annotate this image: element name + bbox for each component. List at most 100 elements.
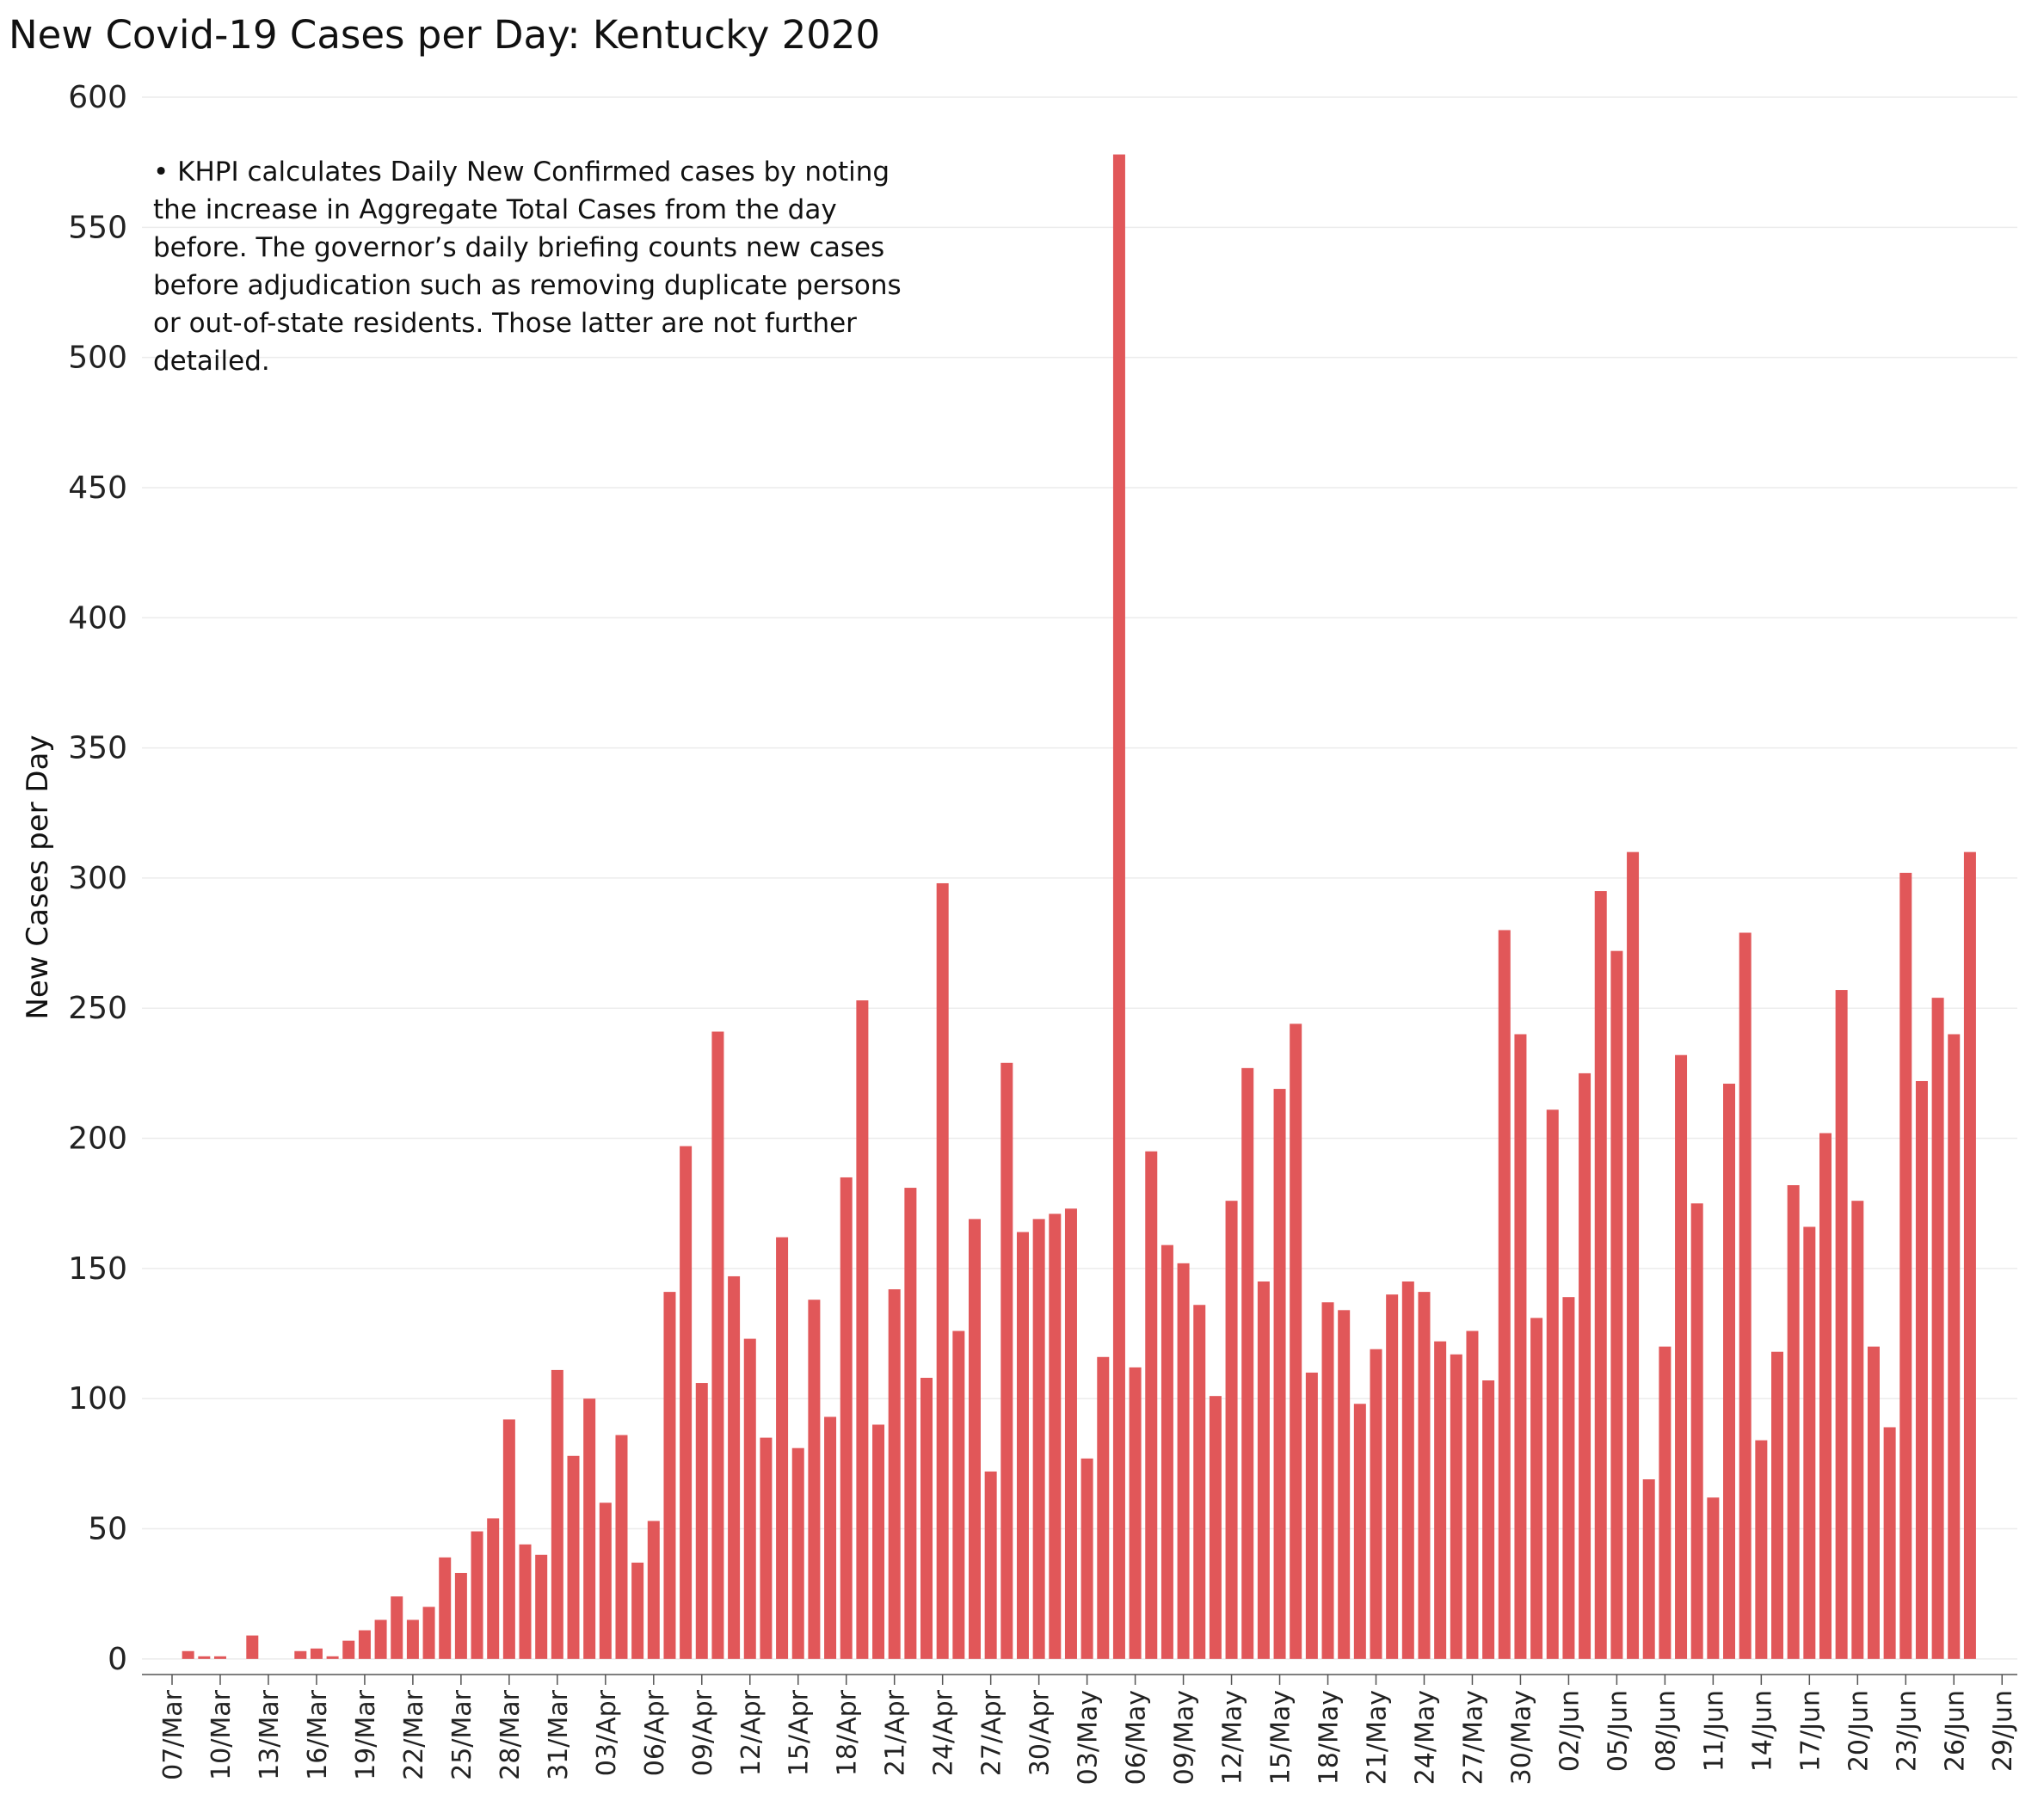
annotation-line: or out-of-state residents. Those latter … (153, 308, 857, 339)
bar (1370, 1349, 1382, 1659)
bar (808, 1300, 821, 1659)
bar (776, 1237, 789, 1659)
x-tick-label: 19/Mar (351, 1689, 381, 1780)
annotation-line: before. The governor’s daily briefing co… (153, 232, 885, 263)
bar (326, 1656, 339, 1659)
bar (1755, 1440, 1768, 1659)
bar (1867, 1346, 1880, 1659)
x-tick-label: 27/Apr (977, 1689, 1007, 1776)
bar (936, 882, 949, 1659)
bar (952, 1331, 965, 1659)
x-tick-label: 29/Jun (1988, 1690, 2018, 1772)
bar (1129, 1367, 1142, 1659)
bar (1707, 1497, 1720, 1659)
x-tick-label: 05/Jun (1603, 1690, 1633, 1772)
bar (904, 1188, 917, 1659)
x-tick-label: 21/May (1363, 1690, 1393, 1785)
bar (680, 1146, 693, 1659)
bar (1049, 1214, 1062, 1659)
bar (1675, 1054, 1688, 1659)
bar (1097, 1356, 1110, 1659)
y-tick-label: 350 (68, 731, 127, 766)
x-tick-label: 02/Jun (1555, 1690, 1585, 1772)
bar (487, 1518, 500, 1659)
bar (1161, 1245, 1173, 1659)
x-tick-label: 08/Jun (1651, 1690, 1681, 1772)
bar (760, 1437, 773, 1659)
bar (920, 1377, 933, 1659)
bar (840, 1177, 853, 1659)
y-tick-label: 500 (68, 341, 127, 376)
bar (502, 1419, 515, 1659)
bar (888, 1289, 901, 1659)
y-tick-label: 50 (88, 1512, 127, 1547)
bar (1546, 1109, 1559, 1659)
x-tick-label: 26/Jun (1940, 1690, 1970, 1772)
x-tick-label: 23/Jun (1892, 1690, 1922, 1772)
x-tick-label: 28/Mar (496, 1689, 526, 1780)
bar (1290, 1023, 1302, 1659)
bar (1610, 950, 1623, 1659)
bar (1642, 1479, 1655, 1659)
bar (1562, 1297, 1575, 1659)
bar (1819, 1133, 1832, 1659)
bar (583, 1398, 596, 1659)
y-tick-label: 100 (68, 1381, 127, 1417)
bar (1321, 1302, 1334, 1659)
bar (182, 1650, 194, 1659)
bar (1032, 1219, 1045, 1659)
bar (695, 1383, 708, 1659)
bar (1209, 1396, 1222, 1659)
annotation-line: • KHPI calculates Daily New Confirmed ca… (153, 157, 890, 187)
y-tick-label: 0 (108, 1642, 127, 1677)
x-tick-label: 30/Apr (1025, 1689, 1056, 1776)
x-tick-label: 12/Apr (736, 1689, 766, 1776)
x-tick-label: 16/Mar (303, 1689, 333, 1780)
bar (1386, 1294, 1399, 1659)
bar (1257, 1281, 1270, 1659)
bar (1482, 1380, 1495, 1659)
x-tick-label: 15/Apr (785, 1689, 815, 1776)
bar (791, 1447, 804, 1659)
bar (198, 1656, 211, 1659)
bar (631, 1562, 644, 1659)
bar (615, 1435, 628, 1659)
bar (647, 1521, 660, 1659)
y-tick-label: 250 (68, 991, 127, 1026)
bar (599, 1503, 612, 1659)
x-tick-label: 18/May (1314, 1690, 1345, 1785)
bar (728, 1275, 741, 1659)
y-tick-label: 600 (68, 80, 127, 115)
y-tick-label: 300 (68, 861, 127, 896)
bar (856, 1000, 869, 1659)
bar (1434, 1341, 1447, 1659)
bar (1241, 1067, 1254, 1659)
annotation-line: the increase in Aggregate Total Cases fr… (153, 194, 837, 225)
gridlines (142, 96, 2017, 1660)
x-axis-ticks: 07/Mar 10/Mar 13/Mar 16/Mar 19/Mar 22/Mar 25/M… (158, 1675, 2018, 1785)
bar (1851, 1201, 1864, 1659)
bar (246, 1635, 259, 1659)
bar (1948, 1034, 1961, 1659)
bar (1787, 1185, 1800, 1659)
x-tick-label: 12/May (1218, 1690, 1248, 1785)
bar (1145, 1151, 1158, 1659)
x-tick-label: 03/Apr (592, 1689, 622, 1776)
x-tick-label: 13/Mar (255, 1689, 285, 1780)
bar (1594, 891, 1607, 1659)
x-tick-label: 14/Jun (1747, 1690, 1777, 1772)
bar (872, 1424, 885, 1659)
bar (422, 1607, 435, 1659)
x-tick-label: 20/Jun (1844, 1690, 1874, 1772)
bar (294, 1650, 307, 1659)
bar (1401, 1281, 1414, 1659)
bar (1466, 1331, 1479, 1659)
bar (1273, 1089, 1286, 1659)
bar (1723, 1084, 1736, 1659)
bar (567, 1455, 580, 1659)
x-tick-label: 07/Mar (158, 1689, 188, 1780)
bar (1835, 990, 1848, 1659)
bar (1803, 1226, 1816, 1659)
bar (1963, 851, 1976, 1659)
annotation-line: detailed. (153, 346, 270, 377)
